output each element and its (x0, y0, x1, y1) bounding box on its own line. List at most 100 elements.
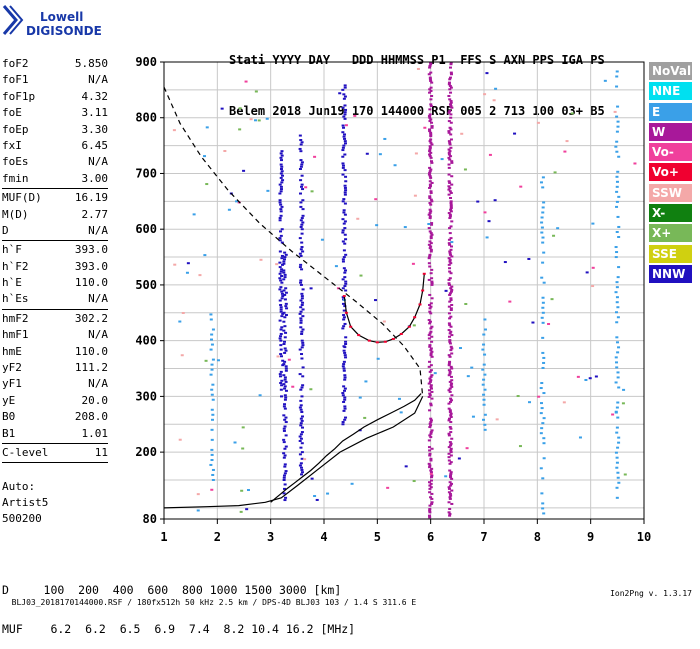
echo-point (300, 415, 304, 418)
echo-point (428, 230, 432, 233)
echo-point (283, 298, 287, 301)
echo-point (617, 386, 621, 389)
echo-point (448, 253, 452, 256)
echo-point (382, 320, 386, 323)
echo-point (429, 89, 433, 92)
echo-point (279, 188, 283, 191)
echo-point (299, 473, 303, 476)
echo-point (299, 281, 303, 284)
echo-point (447, 140, 451, 143)
echo-point (343, 405, 347, 408)
echo-point (427, 514, 431, 517)
echo-point (283, 360, 287, 363)
echo-point (279, 328, 283, 331)
echo-point (344, 289, 348, 292)
echo-point (430, 447, 434, 450)
echo-point (427, 73, 431, 76)
echo-point (616, 105, 620, 108)
echo-point (614, 451, 618, 454)
echo-point (342, 360, 346, 363)
echo-point (343, 104, 347, 107)
echo-point (448, 324, 452, 327)
echo-point (299, 205, 303, 208)
echo-point (275, 263, 279, 266)
echo-point (430, 233, 434, 236)
echo-point (428, 360, 432, 363)
echo-point (428, 487, 432, 490)
echo-point (427, 365, 431, 368)
echo-point (376, 357, 380, 360)
echo-point (429, 431, 433, 434)
echo-point (249, 118, 253, 121)
echo-point (278, 250, 282, 253)
echo-point (430, 350, 434, 353)
echo-point (540, 407, 544, 410)
echo-point (300, 185, 304, 188)
echo-point (283, 347, 287, 350)
echo-point (304, 186, 308, 189)
echo-point (584, 378, 588, 381)
echo-point (448, 143, 452, 146)
echo-point (283, 465, 287, 468)
echo-point (428, 511, 432, 514)
echo-point (448, 76, 452, 79)
echo-point (614, 410, 618, 413)
chart-grid (163, 61, 645, 519)
echo-point (282, 438, 286, 441)
electron-density-profile (163, 86, 424, 397)
echo-point (283, 251, 287, 254)
echo-point (343, 418, 347, 421)
echo-point (300, 346, 304, 349)
echo-point (282, 269, 286, 272)
echo-point (428, 150, 432, 153)
echo-point (278, 201, 282, 204)
echo-point (448, 277, 452, 280)
echo-point (616, 120, 620, 123)
echo-point (428, 422, 432, 425)
echo-point (429, 151, 433, 154)
param-value: 2.77 (81, 207, 109, 221)
scaled-point (399, 332, 403, 335)
echo-point (594, 375, 598, 378)
echo-point (301, 214, 305, 217)
echo-point (430, 340, 434, 343)
y-axis-ticks: 80 200 300 400 500 600 700 800 900 (135, 55, 164, 526)
echo-point (428, 320, 432, 323)
echo-point (448, 380, 452, 383)
echo-point (284, 369, 288, 372)
echo-point (447, 83, 451, 86)
echo-point (448, 213, 452, 216)
echo-point (341, 146, 345, 149)
echo-point (614, 381, 618, 384)
echo-point (299, 466, 303, 469)
echo-point (429, 191, 433, 194)
echo-point (541, 351, 545, 354)
echo-point (615, 180, 619, 183)
echo-point (449, 298, 453, 301)
param-value: 11 (94, 445, 108, 459)
echo-point (449, 484, 453, 487)
echo-point (429, 210, 433, 213)
echo-point (614, 256, 618, 259)
echo-point (343, 387, 347, 390)
echo-point (449, 451, 453, 454)
echo-point (542, 281, 546, 284)
echo-point (450, 399, 454, 402)
echo-point (279, 308, 283, 311)
y-tick-label: 900 (135, 55, 157, 69)
echo-point (336, 287, 340, 290)
echo-point (429, 302, 433, 305)
echo-point (616, 471, 620, 474)
echo-point (299, 150, 303, 153)
echo-point (428, 196, 432, 199)
echo-point (449, 431, 453, 434)
echo-point (298, 373, 302, 376)
echo-point (528, 401, 532, 404)
echo-point (428, 265, 432, 268)
echo-point (284, 496, 288, 499)
echo-point (615, 85, 619, 88)
echo-point (282, 363, 286, 366)
echo-point (448, 514, 452, 517)
echo-point (429, 242, 433, 245)
echo-point (450, 379, 454, 382)
